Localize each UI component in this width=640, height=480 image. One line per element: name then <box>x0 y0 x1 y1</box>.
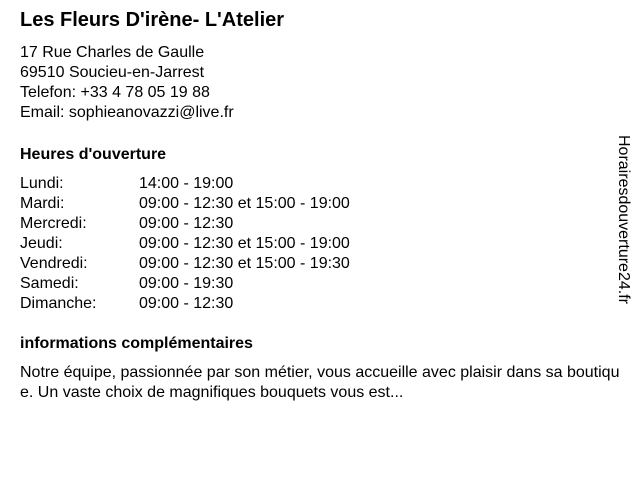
time: 09:00 - 12:30 et 15:00 - 19:00 <box>139 235 350 252</box>
day: Vendredi: <box>20 255 88 272</box>
day: Dimanche: <box>20 295 97 312</box>
info-heading: informations complémentaires <box>20 335 253 352</box>
day: Lundi: <box>20 175 64 192</box>
day: Samedi: <box>20 275 79 292</box>
info-text: Notre équipe, passionnée par son métier,… <box>20 364 620 401</box>
time: 09:00 - 12:30 <box>139 295 234 312</box>
hours-row: Mardi: 09:00 - 12:30 et 15:00 - 19:00 <box>20 194 350 214</box>
day: Jeudi: <box>20 235 63 252</box>
page-title: Les Fleurs D'irène- L'Atelier <box>20 9 285 31</box>
time: 09:00 - 12:30 et 15:00 - 19:00 <box>139 195 350 212</box>
watermark: Horairesdouverture24.fr <box>615 135 632 304</box>
day: Mercredi: <box>20 215 87 232</box>
address-city: 69510 Soucieu-en-Jarrest <box>20 64 205 81</box>
hours-row: Dimanche: 09:00 - 12:30 <box>20 294 233 314</box>
email: Email: sophieanovazzi@live.fr <box>20 104 234 121</box>
time: 09:00 - 19:30 <box>139 275 234 292</box>
time: 14:00 - 19:00 <box>139 175 234 192</box>
time: 09:00 - 12:30 et 15:00 - 19:30 <box>139 255 350 272</box>
hours-row: Vendredi: 09:00 - 12:30 et 15:00 - 19:30 <box>20 254 350 274</box>
hours-row: Samedi: 09:00 - 19:30 <box>20 274 233 294</box>
day: Mardi: <box>20 195 65 212</box>
hours-heading: Heures d'ouverture <box>20 146 167 163</box>
hours-row: Lundi: 14:00 - 19:00 <box>20 174 233 194</box>
hours-row: Mercredi: 09:00 - 12:30 <box>20 214 233 234</box>
phone: Telefon: +33 4 78 05 19 88 <box>20 84 210 101</box>
time: 09:00 - 12:30 <box>139 215 234 232</box>
hours-row: Jeudi: 09:00 - 12:30 et 15:00 - 19:00 <box>20 234 350 254</box>
address-street: 17 Rue Charles de Gaulle <box>20 44 205 61</box>
